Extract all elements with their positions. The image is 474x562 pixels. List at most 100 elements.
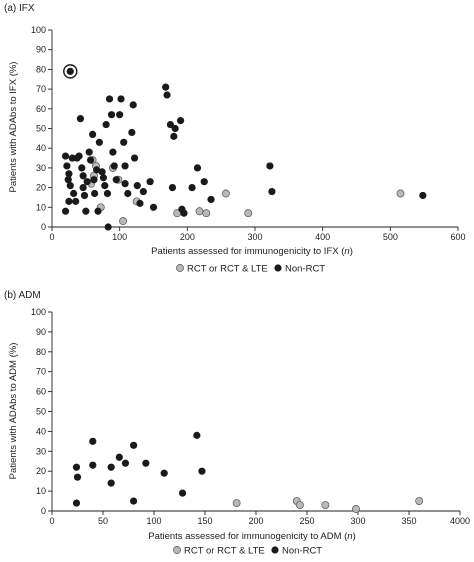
- adm-rct-point: [232, 499, 241, 507]
- ifx-x-tick-label: 100: [112, 232, 127, 242]
- adm-nonrct-point: [107, 463, 115, 471]
- adm-nonrct-point: [121, 459, 130, 467]
- panel-adm-legend: RCT or RCT & LTE Non-RCT: [173, 546, 322, 557]
- adm-y-tick-label: 100: [31, 307, 46, 317]
- panel-adm-label: (b) ADM: [4, 290, 41, 301]
- adm-x-tick-label: 0: [49, 516, 54, 526]
- adm-y-tick-label: 10: [36, 486, 46, 496]
- ifx-nonrct-point: [64, 176, 72, 184]
- adm-x-tick-label: 150: [197, 516, 212, 526]
- adm-nonrct-point: [193, 431, 201, 439]
- ifx-nonrct-point: [170, 132, 178, 140]
- panel-adm-x-axis-label: Patients assessed for immunogenicity to …: [148, 531, 356, 542]
- ifx-nonrct-point: [75, 152, 83, 160]
- ifx-nonrct-point: [116, 111, 124, 119]
- ifx-nonrct-point: [93, 166, 101, 174]
- ifx-nonrct-point: [176, 117, 185, 125]
- ifx-nonrct-point: [78, 164, 86, 172]
- adm-rct-point: [352, 505, 360, 513]
- panel-ifx: (a) IFX Patients with ADAbs to IFX (%) P…: [4, 3, 466, 275]
- ifx-rct-point: [195, 207, 204, 216]
- ifx-nonrct-point: [268, 187, 276, 196]
- ifx-nonrct-point: [94, 207, 102, 215]
- ifx-nonrct-point: [124, 189, 132, 198]
- panel-ifx-legend: RCT or RCT & LTE Non-RCT: [176, 264, 325, 275]
- ifx-nonrct-point: [419, 191, 427, 200]
- adm-nonrct-point: [89, 437, 97, 445]
- ifx-nonrct-point: [70, 189, 78, 198]
- ifx-y-tick-label: 20: [36, 183, 46, 193]
- ifx-nonrct-point: [117, 95, 125, 103]
- panel-ifx-y-axis-label: Patients with ADAbs to IFX (%): [8, 62, 19, 193]
- ifx-nonrct-point: [163, 91, 171, 99]
- ifx-rct-point: [221, 189, 230, 198]
- ifx-nonrct-point: [136, 199, 144, 207]
- ifx-nonrct-point: [99, 174, 108, 182]
- adm-y-tick-label: 90: [36, 327, 46, 337]
- legend-nonrct-marker: [271, 546, 279, 554]
- ifx-nonrct-point: [66, 182, 74, 190]
- ifx-nonrct-point: [171, 124, 179, 133]
- adm-nonrct-point: [130, 441, 138, 449]
- ifx-nonrct-point: [266, 162, 274, 170]
- ifx-nonrct-point: [102, 120, 110, 129]
- ifx-nonrct-point: [80, 191, 89, 200]
- ifx-nonrct-point: [120, 138, 128, 146]
- ifx-nonrct-point: [168, 184, 177, 192]
- ifx-nonrct-point: [65, 197, 73, 205]
- ifx-nonrct-point: [65, 170, 73, 178]
- ifx-nonrct-point: [101, 182, 109, 190]
- ifx-nonrct-point: [166, 120, 175, 129]
- ifx-nonrct-point: [61, 152, 70, 160]
- ifx-x-tick-label: 400: [315, 232, 330, 242]
- adm-nonrct-point: [130, 497, 138, 505]
- adm-y-tick-label: 20: [36, 466, 46, 476]
- ifx-nonrct-point: [95, 138, 103, 146]
- ifx-nonrct-point: [109, 148, 117, 156]
- ifx-nonrct-point: [90, 176, 98, 184]
- ifx-nonrct-point: [139, 187, 147, 196]
- adm-rct-point: [295, 501, 304, 509]
- adm-x-tick-label: 50: [98, 516, 108, 526]
- ifx-nonrct-point: [121, 180, 129, 188]
- ifx-nonrct-point: [129, 101, 137, 109]
- adm-x-tick-label: 300: [350, 516, 365, 526]
- adm-x-tick-label: 250: [299, 516, 314, 526]
- ifx-x-tick-label: 300: [247, 232, 262, 242]
- ifx-nonrct-point: [133, 182, 141, 190]
- adm-y-tick-label: 30: [36, 446, 46, 456]
- ifx-highlight-point: [66, 67, 74, 75]
- adm-y-tick-label: 60: [36, 387, 46, 397]
- ifx-nonrct-point: [188, 184, 196, 192]
- ifx-nonrct-point: [85, 148, 93, 156]
- ifx-nonrct-point: [149, 203, 158, 211]
- ifx-nonrct-point: [86, 156, 95, 164]
- ifx-rct-point: [396, 189, 405, 198]
- ifx-nonrct-point: [89, 130, 97, 139]
- adm-nonrct-point: [115, 453, 123, 461]
- ifx-nonrct-point: [105, 95, 114, 103]
- ifx-nonrct-point: [104, 223, 112, 231]
- adm-y-tick-label: 80: [36, 347, 46, 357]
- ifx-rct-point: [119, 217, 128, 226]
- ifx-nonrct-point: [82, 207, 90, 215]
- adm-x-tick-label: 200: [248, 516, 263, 526]
- adm-rct-point: [321, 501, 330, 509]
- ifx-x-tick-label: 200: [180, 232, 195, 242]
- adm-nonrct-point: [142, 459, 150, 467]
- panel-adm-y-axis-label: Patients with ADAbs to ADM (%): [8, 343, 19, 480]
- legend-rct-label: RCT or RCT & LTE: [187, 264, 268, 275]
- adm-nonrct-point: [178, 489, 187, 497]
- adm-nonrct-point: [107, 479, 115, 487]
- adm-nonrct-point: [160, 469, 168, 477]
- ifx-y-tick-label: 30: [36, 163, 46, 173]
- ifx-nonrct-point: [110, 162, 118, 170]
- ifx-nonrct-point: [61, 207, 70, 215]
- ifx-rct-point: [202, 209, 211, 218]
- legend-rct-label: RCT or RCT & LTE: [184, 546, 265, 557]
- ifx-x-tick-label: 500: [383, 232, 398, 242]
- adm-x-tick-label: 350: [401, 516, 416, 526]
- ifx-y-tick-label: 70: [36, 84, 46, 94]
- ifx-nonrct-point: [207, 195, 215, 204]
- ifx-nonrct-point: [79, 184, 87, 192]
